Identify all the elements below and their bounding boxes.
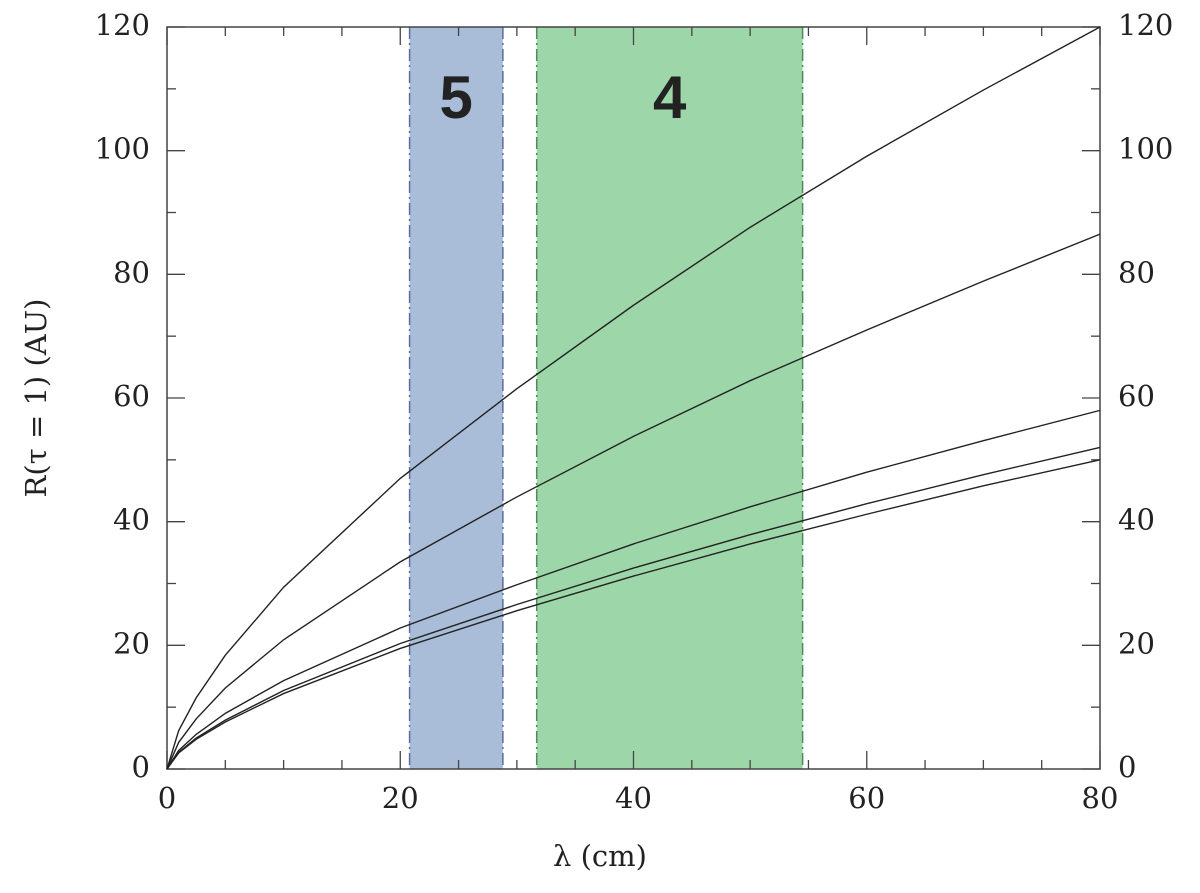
x-tick-label: 60 xyxy=(848,781,885,815)
curve xyxy=(166,409,1101,770)
x-axis-label: λ (cm) xyxy=(553,839,647,873)
y2-tick-label: 40 xyxy=(1118,503,1155,537)
curve xyxy=(166,233,1101,770)
x-tick-label: 0 xyxy=(158,781,176,815)
x-tick-label: 80 xyxy=(1082,781,1119,815)
y-tick-label: 20 xyxy=(113,626,150,660)
y-tick-label: 100 xyxy=(95,132,150,166)
band xyxy=(409,27,503,769)
curve xyxy=(166,26,1101,770)
band-label: 5 xyxy=(440,64,473,131)
x-tick-label: 40 xyxy=(615,781,652,815)
y2-tick-label: 0 xyxy=(1118,750,1136,784)
y2-tick-label: 100 xyxy=(1118,132,1173,166)
y-tick-label: 0 xyxy=(132,750,150,784)
y-axis-label: R(τ = 1) (AU) xyxy=(19,299,53,498)
y-tick-label: 120 xyxy=(95,8,150,42)
y2-tick-label: 80 xyxy=(1118,255,1155,289)
curve xyxy=(166,459,1101,770)
curve xyxy=(166,446,1101,770)
band xyxy=(536,27,803,769)
y2-tick-label: 60 xyxy=(1118,379,1155,413)
y-tick-label: 80 xyxy=(113,255,150,289)
y2-tick-label: 20 xyxy=(1118,626,1155,660)
y-tick-label: 60 xyxy=(113,379,150,413)
band-label: 4 xyxy=(653,64,687,131)
y-tick-label: 40 xyxy=(113,503,150,537)
x-tick-label: 20 xyxy=(382,781,419,815)
y2-tick-label: 120 xyxy=(1118,8,1173,42)
